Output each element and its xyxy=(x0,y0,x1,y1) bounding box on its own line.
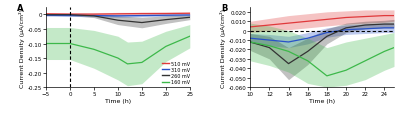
X-axis label: Time (h): Time (h) xyxy=(309,98,335,103)
Text: B: B xyxy=(222,4,228,13)
Y-axis label: Current Density (μA/cm²): Current Density (μA/cm²) xyxy=(220,9,226,87)
Legend: 510 mV, 310 mV, 260 mV, 160 mV: 510 mV, 310 mV, 260 mV, 160 mV xyxy=(162,61,190,85)
Y-axis label: Current Density (μA/cm²): Current Density (μA/cm²) xyxy=(19,9,25,87)
X-axis label: Time (h): Time (h) xyxy=(105,98,131,103)
Text: A: A xyxy=(17,4,24,13)
